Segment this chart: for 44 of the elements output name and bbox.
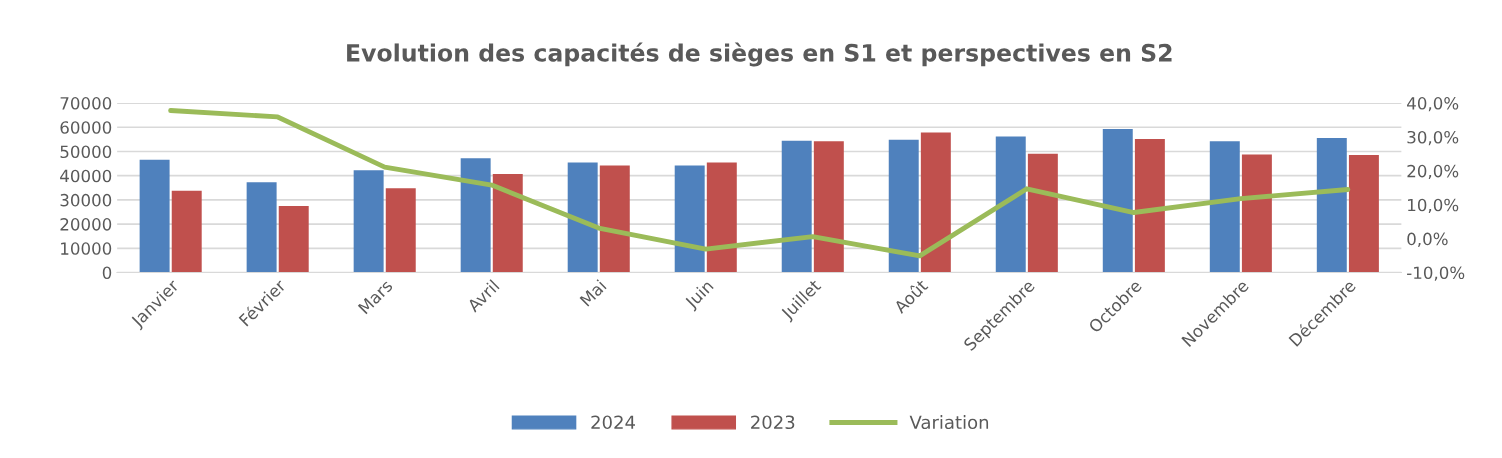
y-tick-label: 50000 bbox=[60, 145, 112, 159]
y2-tick-label: 30,0% bbox=[1407, 130, 1459, 146]
bar bbox=[1027, 153, 1058, 273]
bar bbox=[460, 158, 491, 273]
bar bbox=[706, 162, 737, 273]
bar bbox=[492, 173, 523, 273]
x-tick-label: Mai bbox=[579, 279, 607, 307]
y2-tick-label: 10,0% bbox=[1408, 198, 1459, 213]
bar bbox=[1209, 141, 1240, 273]
y-tick-label: 40000 bbox=[60, 169, 112, 183]
bar bbox=[813, 141, 844, 273]
y-tick-label: 30000 bbox=[60, 193, 112, 207]
bar bbox=[385, 188, 416, 273]
line-series bbox=[168, 108, 1351, 259]
y2-tick-label: -10,0% bbox=[1407, 266, 1465, 281]
legend-label: 2023 bbox=[751, 415, 795, 430]
legend-label: 2024 bbox=[591, 415, 635, 430]
y-tick-label: 60000 bbox=[60, 121, 112, 134]
bar bbox=[1241, 154, 1272, 273]
bar bbox=[1102, 128, 1133, 273]
bar bbox=[246, 182, 277, 273]
bar bbox=[674, 165, 705, 273]
legend-label: Variation bbox=[909, 415, 989, 430]
y-tick-label: 20000 bbox=[60, 218, 112, 231]
bar bbox=[1316, 137, 1347, 273]
bar bbox=[278, 205, 309, 273]
y-tick-label: 10000 bbox=[61, 242, 112, 255]
y-tick-label: 0 bbox=[102, 266, 112, 280]
bar bbox=[781, 140, 812, 273]
bar bbox=[171, 190, 202, 273]
chart-title: Evolution des capacités de sièges en S1 et perspectives en S2 bbox=[347, 42, 1172, 67]
bar bbox=[1348, 155, 1379, 273]
bar bbox=[599, 165, 630, 273]
bar bbox=[995, 136, 1026, 273]
bar bbox=[920, 132, 951, 273]
y2-tick-label: 20,0% bbox=[1407, 164, 1459, 180]
bar bbox=[888, 139, 919, 273]
y-tick-label: 70000 bbox=[60, 97, 112, 110]
bar bbox=[1134, 138, 1165, 273]
bar bbox=[139, 159, 170, 273]
y2-tick-label: 40,0% bbox=[1407, 97, 1459, 112]
bar bbox=[353, 170, 384, 273]
bar bbox=[567, 162, 598, 273]
y2-tick-label: 0,0% bbox=[1407, 232, 1448, 247]
